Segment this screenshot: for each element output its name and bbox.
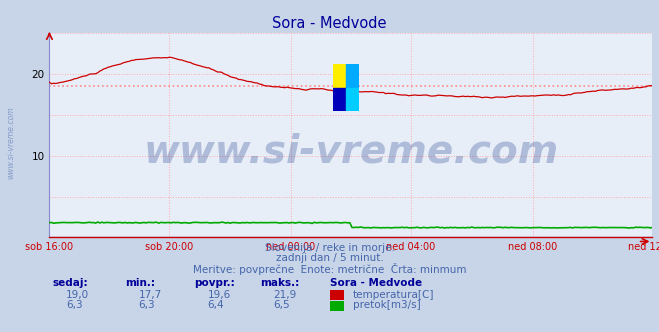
Text: 6,5: 6,5	[273, 300, 290, 310]
Bar	[346, 64, 359, 88]
Text: 19,6: 19,6	[208, 290, 231, 299]
Text: Sora - Medvode: Sora - Medvode	[330, 278, 422, 288]
Text: Sora - Medvode: Sora - Medvode	[272, 16, 387, 31]
Bar	[333, 64, 346, 88]
Text: sedaj:: sedaj:	[53, 278, 88, 288]
Text: zadnji dan / 5 minut.: zadnji dan / 5 minut.	[275, 253, 384, 263]
Text: www.si-vreme.com: www.si-vreme.com	[7, 107, 16, 179]
Text: 19,0: 19,0	[66, 290, 89, 299]
Text: 6,3: 6,3	[66, 300, 82, 310]
Text: Slovenija / reke in morje.: Slovenija / reke in morje.	[264, 243, 395, 253]
Text: maks.:: maks.:	[260, 278, 300, 288]
Text: temperatura[C]: temperatura[C]	[353, 290, 434, 299]
Text: 6,3: 6,3	[138, 300, 155, 310]
Text: 17,7: 17,7	[138, 290, 161, 299]
Bar	[346, 88, 359, 111]
Text: www.si-vreme.com: www.si-vreme.com	[143, 132, 559, 171]
Text: pretok[m3/s]: pretok[m3/s]	[353, 300, 420, 310]
Text: 21,9: 21,9	[273, 290, 297, 299]
Text: min.:: min.:	[125, 278, 156, 288]
Text: Meritve: povprečne  Enote: metrične  Črta: minmum: Meritve: povprečne Enote: metrične Črta:…	[192, 263, 467, 275]
Text: 6,4: 6,4	[208, 300, 224, 310]
Text: povpr.:: povpr.:	[194, 278, 235, 288]
Bar	[333, 88, 346, 111]
